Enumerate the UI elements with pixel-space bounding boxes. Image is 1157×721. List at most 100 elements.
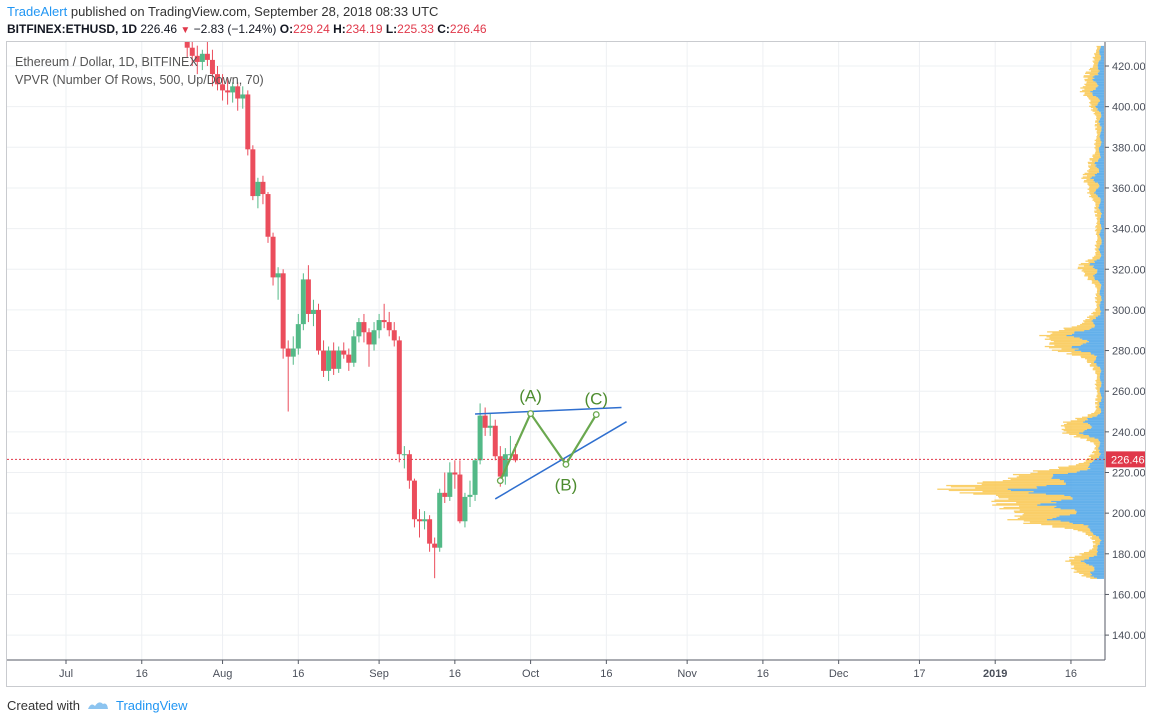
- vp-bar-up: [1098, 84, 1104, 87]
- tradingview-link[interactable]: TradingView: [115, 697, 188, 713]
- vp-bar-down: [1061, 348, 1079, 350]
- vp-bar-up: [1100, 253, 1104, 255]
- vp-bar-down: [1097, 223, 1102, 226]
- vp-bar-down: [973, 493, 1046, 495]
- vp-bar-up: [1094, 323, 1104, 326]
- vp-bar-up: [1100, 58, 1104, 60]
- vp-bar-down: [1088, 550, 1098, 553]
- vp-bar-down: [1049, 343, 1083, 345]
- high-value: 234.19: [345, 22, 383, 36]
- vp-bar-up: [1096, 458, 1104, 460]
- vp-bar-down: [1095, 121, 1099, 123]
- candle: [432, 537, 438, 579]
- candle: [462, 492, 468, 528]
- vp-bar-up: [1097, 83, 1104, 85]
- vp-bar-down: [1094, 248, 1099, 250]
- vp-bar-up: [1096, 166, 1104, 168]
- vp-bar-up: [1056, 505, 1104, 507]
- vp-bar-down: [1095, 301, 1101, 304]
- candle: [371, 322, 377, 351]
- vp-bar-down: [1074, 555, 1094, 557]
- vp-bar-down: [1092, 281, 1100, 283]
- vp-bar-up: [1099, 406, 1104, 409]
- vp-bar-up: [1100, 366, 1104, 368]
- candle-body: [240, 94, 246, 99]
- vp-bar-down: [1023, 522, 1073, 525]
- candle-body: [305, 279, 311, 314]
- candle: [417, 509, 422, 538]
- candle: [265, 192, 271, 243]
- vp-bar-up: [1096, 95, 1104, 98]
- vp-bar-down: [1094, 447, 1099, 449]
- vp-bar-up: [1094, 354, 1104, 356]
- vp-bar-up: [1071, 345, 1104, 348]
- candle-body: [417, 519, 422, 522]
- candle: [209, 49, 215, 87]
- vp-bar-up: [1100, 309, 1104, 311]
- vp-bar-down: [1097, 134, 1100, 137]
- candles: [184, 42, 518, 579]
- vp-bar-up: [1101, 114, 1104, 116]
- vp-bar-up: [1100, 145, 1104, 148]
- vp-bar-down: [1064, 527, 1090, 529]
- vp-bar-up: [1101, 142, 1104, 144]
- vp-bar-up: [1100, 300, 1104, 303]
- publish-header: TradeAlert published on TradingView.com,…: [7, 4, 438, 22]
- vp-bar-down: [1093, 58, 1101, 60]
- vp-bar-up: [1090, 530, 1104, 532]
- vp-bar-up: [1096, 364, 1104, 366]
- vp-bar-up: [1101, 141, 1104, 143]
- vp-bar-up: [1097, 64, 1104, 66]
- vp-bar-up: [1099, 401, 1104, 404]
- price-tick-label: 300.00: [1112, 305, 1146, 317]
- vp-bar-down: [1095, 228, 1102, 231]
- vp-bar-down: [1007, 519, 1048, 521]
- vp-bar-up: [1090, 91, 1104, 93]
- vp-bar-up: [1076, 511, 1104, 514]
- vp-bar-up: [1094, 173, 1104, 176]
- vp-bar-down: [1095, 380, 1101, 382]
- vp-bar-down: [1092, 548, 1098, 550]
- vp-bar-down: [1084, 92, 1093, 94]
- wave-point: [562, 460, 570, 468]
- vp-bar-down: [1096, 119, 1101, 121]
- candle-body: [427, 519, 433, 544]
- vp-bar-down: [1089, 315, 1098, 317]
- candle: [457, 460, 463, 524]
- candle-body: [406, 454, 412, 481]
- vp-bar-up: [1100, 392, 1104, 394]
- vp-bar-down: [1092, 66, 1099, 68]
- candle-body: [447, 472, 453, 497]
- vp-bar-up: [1059, 478, 1104, 481]
- vp-bar-down: [1069, 559, 1085, 561]
- vp-bar-down: [1066, 353, 1092, 355]
- chart-pane[interactable]: (A) (B) (C) 140.00 160.00 180.00 200.00 220.00 2…: [6, 41, 1146, 687]
- author-name[interactable]: TradeAlert: [7, 4, 68, 19]
- price-chart[interactable]: (A) (B) (C) 140.00 160.00 180.00 200.00 220.00 2…: [7, 42, 1146, 687]
- vp-bar-down: [1051, 349, 1075, 351]
- vp-bar-up: [1099, 110, 1104, 112]
- vp-bar-up: [1101, 370, 1104, 372]
- vp-bar-down: [1085, 72, 1098, 75]
- created-with-text: Created with: [7, 697, 80, 713]
- candle: [305, 265, 311, 323]
- vp-bar-up: [1094, 459, 1104, 461]
- vp-bar-down: [1049, 347, 1072, 349]
- vp-bar-down: [1089, 101, 1099, 104]
- vp-bar-down: [1084, 273, 1095, 276]
- candle: [199, 49, 205, 71]
- vp-bar-down: [1084, 321, 1094, 323]
- candle-body: [457, 474, 463, 522]
- close-label: C:: [437, 22, 450, 36]
- vp-bar-down: [1095, 55, 1102, 57]
- vp-bar-up: [1060, 508, 1104, 510]
- vp-bar-down: [1092, 154, 1101, 156]
- vp-bar-down: [1096, 49, 1100, 51]
- vp-bar-down: [1094, 283, 1102, 285]
- candle-body: [371, 330, 377, 345]
- vp-bar-down: [1089, 73, 1099, 76]
- vp-bar-up: [1089, 556, 1104, 559]
- vp-bar-down: [1082, 531, 1092, 533]
- vp-bar-down: [1097, 122, 1101, 125]
- vp-bar-down: [1096, 48, 1101, 50]
